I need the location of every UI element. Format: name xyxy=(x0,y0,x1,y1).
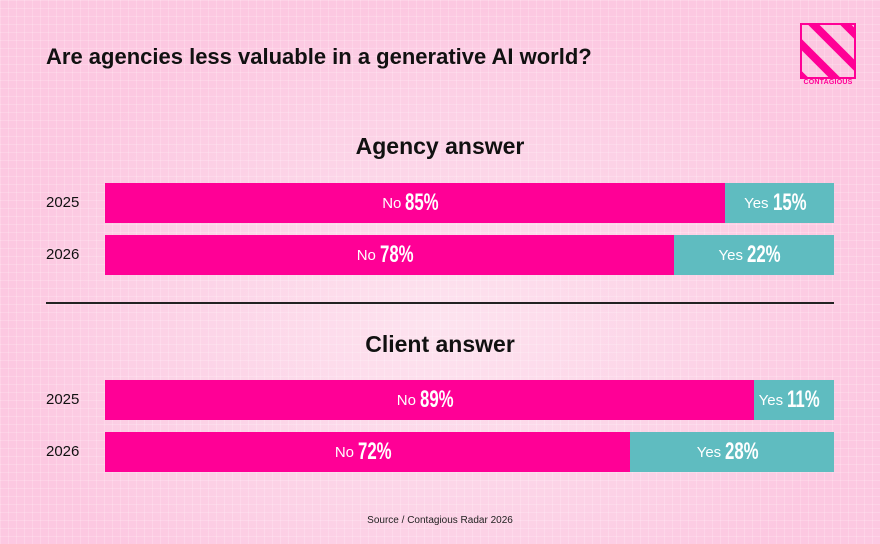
yes-label: Yes xyxy=(744,194,769,212)
row-label: 2026 xyxy=(46,443,80,460)
no-label: No xyxy=(396,391,416,409)
section-divider xyxy=(46,302,834,304)
no-value-label: 78% xyxy=(379,241,414,268)
source-note: Source / Contagious Radar 2026 xyxy=(367,515,513,526)
no-bar-segment: No 89% xyxy=(105,380,754,420)
no-bar-segment: No 72% xyxy=(105,432,630,472)
logo-text: CONTAGIOUS xyxy=(803,79,853,86)
yes-value-label: 15% xyxy=(772,189,807,216)
no-label: No xyxy=(334,443,355,461)
no-label: No xyxy=(356,246,376,264)
stacked-bar: No 72% Yes 28% xyxy=(105,432,834,472)
no-value-label: 72% xyxy=(358,438,392,465)
no-bar-segment: No 78% xyxy=(105,235,674,275)
contagious-logo xyxy=(800,23,856,79)
client-section-title: Client answer xyxy=(365,331,515,357)
chart-title: Are agencies less valuable in a generati… xyxy=(46,44,592,69)
yes-label: Yes xyxy=(696,443,722,461)
yes-value-label: 11% xyxy=(787,386,820,413)
no-label: No xyxy=(382,194,402,212)
yes-bar-segment: Yes 11% xyxy=(753,380,834,420)
yes-value-label: 22% xyxy=(747,241,781,268)
no-value-label: 89% xyxy=(419,386,454,413)
agency-section-title: Agency answer xyxy=(355,133,525,159)
no-value-label: 85% xyxy=(405,189,440,216)
yes-value-label: 28% xyxy=(725,438,759,465)
yes-label: Yes xyxy=(718,246,744,264)
yes-bar-segment: Yes 22% xyxy=(673,235,834,275)
row-label: 2025 xyxy=(46,194,80,211)
yes-bar-segment: Yes 15% xyxy=(724,183,834,223)
row-label: 2026 xyxy=(46,246,80,263)
stacked-bar: No 78% Yes 22% xyxy=(105,235,834,275)
stacked-bar: No 85% Yes 15% xyxy=(105,183,834,223)
yes-label: Yes xyxy=(758,391,784,409)
yes-bar-segment: Yes 28% xyxy=(629,432,834,472)
no-bar-segment: No 85% xyxy=(105,183,725,223)
stacked-bar: No 89% Yes 11% xyxy=(105,380,834,420)
row-label: 2025 xyxy=(46,391,80,408)
